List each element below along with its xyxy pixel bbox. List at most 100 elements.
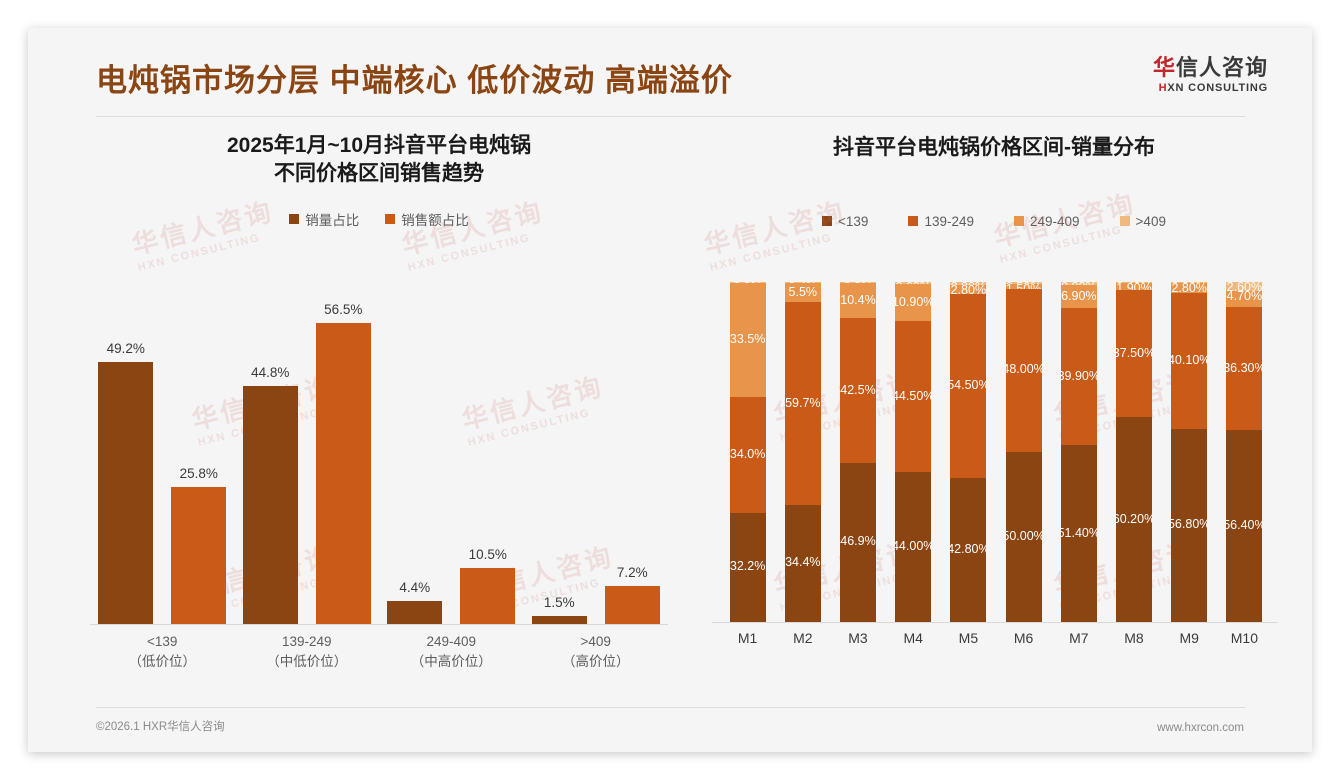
stacked-segment[interactable]: 44.00% — [895, 472, 932, 622]
header-divider — [96, 116, 1246, 117]
segment-value-label: 44.50% — [895, 388, 931, 403]
stacked-segment[interactable]: 0.30% — [1171, 282, 1208, 284]
stacked-bar-column[interactable]: 0.30%2.80% 40.10% 56.80% — [1171, 282, 1208, 622]
stacked-bar-column[interactable]: 0.80% 6.90% 39.90% 51.40% — [1060, 282, 1097, 622]
bar-column[interactable]: 56.5% — [315, 294, 371, 624]
stacked-segment[interactable]: 6.90% — [1060, 284, 1097, 309]
chart-title-left-line1: 2025年1月~10月抖音平台电炖锅 — [226, 134, 532, 157]
stacked-segment[interactable]: 5.5% — [784, 283, 821, 303]
segment-value-label: 0.80% — [1061, 282, 1096, 285]
stacked-segment[interactable]: 0.4% — [784, 282, 821, 284]
stacked-segment[interactable]: 0.80% — [1060, 282, 1097, 285]
bar-column[interactable]: 49.2% — [98, 294, 154, 624]
stacked-segment[interactable]: 34.4% — [784, 505, 821, 622]
bar-column[interactable]: 4.4% — [387, 294, 443, 624]
stacked-segment[interactable]: 48.00% — [1005, 288, 1042, 452]
stacked-segment[interactable]: 42.80% — [950, 477, 987, 622]
stacked-bar-column[interactable]: 0.3% 10.4% 42.5% 46.9% — [840, 282, 876, 622]
segment-value-label: 33.5% — [729, 331, 766, 346]
slide-canvas: 电炖锅市场分层 中端核心 低价波动 高端溢价 华信人咨询 HXN CONSULT… — [28, 28, 1312, 752]
stacked-segment[interactable]: 54.50% — [950, 294, 987, 478]
stacked-segment[interactable]: 33.5% — [729, 283, 766, 397]
segment-value-label: 59.7% — [785, 395, 821, 410]
legend-item-under-139[interactable]: <139 — [822, 214, 868, 229]
stacked-segment[interactable]: 0.90% — [950, 282, 987, 286]
stacked-segment[interactable]: 10.90% — [895, 284, 932, 322]
bar-rect[interactable] — [531, 616, 587, 624]
stacked-segment[interactable]: 59.7% — [784, 302, 821, 506]
segment-value-label: 39.90% — [1060, 368, 1097, 383]
bar-value-label: 1.5% — [543, 595, 575, 611]
stacked-bar-column[interactable]: 0.50%1.50% 48.00% 50.00% — [1005, 282, 1042, 622]
stacked-bar-column[interactable]: 0.4%5.5% 59.7% 34.4% — [784, 282, 821, 622]
bar-rect[interactable] — [98, 362, 154, 624]
bar-rect[interactable] — [171, 486, 227, 624]
bar-value-label: 7.2% — [616, 564, 648, 580]
stacked-segment[interactable]: 0.50% — [1005, 282, 1042, 284]
bar-column[interactable]: 10.5% — [460, 294, 516, 624]
legend-item-139-249[interactable]: 139-249 — [908, 214, 974, 229]
legend-item-sales-amount[interactable]: 销售额占比 — [385, 209, 469, 229]
stacked-segment[interactable]: 40.10% — [1171, 292, 1208, 429]
stacked-segment[interactable]: 51.40% — [1060, 445, 1097, 622]
bar-column[interactable]: 7.2% — [604, 294, 660, 624]
legend-swatch-icon — [908, 216, 919, 227]
legend-left: 销量占比 销售额占比 — [72, 209, 686, 229]
stacked-segment[interactable]: 46.9% — [840, 462, 876, 622]
legend-label: 销售额占比 — [401, 213, 469, 229]
stacked-bar-column[interactable]: 0.3% 33.5% 34.0% 32.2% — [729, 282, 766, 622]
stacked-bar-column[interactable]: 0.90%2.80% 54.50% 42.80% — [950, 282, 987, 622]
bar-column[interactable]: 1.5% — [531, 294, 587, 624]
stacked-segment[interactable]: 50.00% — [1005, 451, 1042, 622]
stacked-segment[interactable]: 32.2% — [729, 512, 766, 622]
stacked-segment[interactable]: 36.30% — [1226, 306, 1263, 431]
x-tick-sublabel: （中低价位） — [266, 653, 348, 669]
stacked-segment[interactable]: 44.50% — [895, 321, 932, 473]
stacked-segment[interactable]: 1.90% — [1116, 283, 1152, 290]
stacked-segment[interactable]: 2.60% — [1226, 282, 1263, 291]
bar-group: 49.2% 25.8% — [90, 294, 235, 624]
stacked-bar-column[interactable]: 0.40%1.90% 37.50% 60.20% — [1116, 282, 1152, 622]
x-axis-tick-label: M1 — [737, 630, 758, 646]
bar-column[interactable]: 44.8% — [242, 294, 298, 624]
segment-value-label: 51.40% — [1060, 525, 1097, 540]
legend-item-sales-volume[interactable]: 销量占比 — [289, 209, 359, 229]
stacked-segment[interactable]: 2.80% — [950, 285, 987, 295]
bar-value-label: 4.4% — [399, 579, 431, 595]
watermark: 华信人咨询 HXN CONSULTING — [701, 195, 853, 275]
stacked-segment[interactable]: 39.90% — [1060, 308, 1097, 446]
bar-column[interactable]: 25.8% — [171, 294, 227, 624]
stacked-segment[interactable]: 0.60% — [895, 282, 932, 285]
segment-value-label: 37.50% — [1116, 345, 1152, 360]
x-tick-sublabel: （高价位） — [562, 653, 630, 669]
stacked-segment[interactable]: 0.3% — [840, 282, 876, 284]
stacked-segment[interactable]: 60.20% — [1116, 417, 1152, 622]
bar-rect[interactable] — [460, 568, 516, 624]
bar-rect[interactable] — [604, 585, 660, 624]
stacked-segment[interactable]: 4.70% — [1226, 290, 1263, 307]
legend-item-over-409[interactable]: >409 — [1119, 214, 1166, 229]
stacked-segment[interactable]: 0.3% — [729, 282, 766, 284]
x-axis-tick-label: M6 — [1013, 630, 1034, 646]
bar-rect[interactable] — [387, 600, 443, 624]
legend-swatch-icon — [822, 216, 833, 227]
stacked-segment[interactable]: 0.40% — [1116, 282, 1152, 284]
stacked-segment[interactable]: 56.40% — [1226, 430, 1263, 622]
segment-value-label: 42.80% — [950, 541, 986, 556]
watermark-en: HXN CONSULTING — [406, 231, 532, 274]
chart-title-left-line2: 不同价格区间销售趋势 — [274, 161, 484, 185]
stacked-segment[interactable]: 56.80% — [1171, 428, 1208, 622]
legend-item-249-409[interactable]: 249-409 — [1014, 214, 1080, 229]
stacked-segment[interactable]: 1.50% — [1005, 283, 1042, 289]
stacked-segment[interactable]: 2.80% — [1171, 283, 1208, 293]
stacked-bar-column[interactable]: 2.60%4.70% 36.30% 56.40% — [1226, 282, 1263, 622]
bar-rect[interactable] — [315, 323, 371, 624]
stacked-bar-column[interactable]: 0.60% 10.90% 44.50% 44.00% — [895, 282, 932, 622]
stacked-segment[interactable]: 42.5% — [840, 318, 876, 463]
stacked-bar-plot-area: 0.3% 33.5% 34.0% 32.2% 0.4%5.5% 59.7% 34.4% 0.3… — [720, 282, 1272, 622]
grouped-bar-plot-area: 49.2% 25.8% 44.8% 56.5% 4.4% 10.5% 1.5% 7.2% — [90, 294, 668, 624]
stacked-segment[interactable]: 37.50% — [1116, 289, 1152, 418]
stacked-segment[interactable]: 34.0% — [729, 396, 766, 513]
bar-rect[interactable] — [242, 385, 298, 624]
stacked-segment[interactable]: 10.4% — [840, 283, 876, 319]
